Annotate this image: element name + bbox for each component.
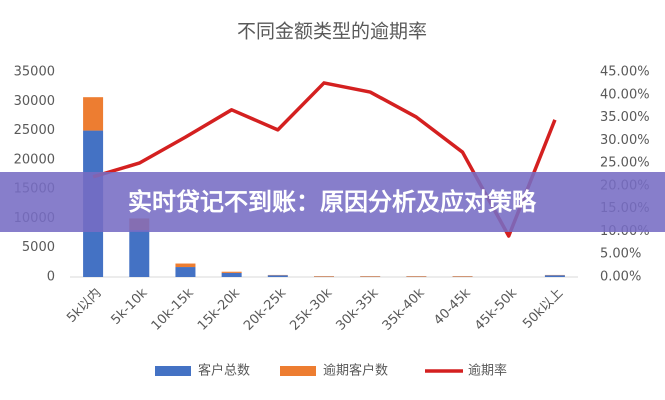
legend-swatch <box>280 366 316 376</box>
bar <box>267 275 288 277</box>
bar <box>129 230 150 277</box>
legend-swatch <box>155 366 191 376</box>
banner-text: 实时贷记不到账：原因分析及应对策略 <box>128 188 537 216</box>
bar <box>83 97 104 131</box>
y-tick-label: 5000 <box>22 240 55 255</box>
y-tick-label: 25000 <box>14 123 55 138</box>
bar <box>314 276 334 277</box>
bar <box>452 276 473 277</box>
bar <box>175 263 196 268</box>
chart-title: 不同金额类型的逾期率 <box>237 21 427 43</box>
y-tick-label: 20000 <box>14 152 55 167</box>
bar <box>544 275 565 277</box>
legend-label: 逾期客户数 <box>323 363 388 379</box>
bar <box>406 276 427 277</box>
y2-tick-label: 0.00% <box>600 270 641 285</box>
bar <box>221 272 242 277</box>
y-tick-label: 0 <box>47 270 55 285</box>
legend-label: 逾期率 <box>468 363 507 379</box>
y2-tick-label: 5.00% <box>600 247 641 262</box>
bar <box>175 267 196 277</box>
y2-tick-label: 25.00% <box>600 156 650 171</box>
y2-tick-label: 35.00% <box>600 110 650 125</box>
y-tick-label: 30000 <box>14 94 55 109</box>
bar <box>360 276 381 277</box>
legend-label: 客户总数 <box>198 363 250 379</box>
banner-band <box>0 172 665 232</box>
y2-tick-label: 30.00% <box>600 133 650 148</box>
y2-tick-label: 40.00% <box>600 87 650 102</box>
y2-tick-label: 45.00% <box>600 65 650 80</box>
bar <box>221 271 242 273</box>
y-tick-label: 35000 <box>14 65 55 80</box>
